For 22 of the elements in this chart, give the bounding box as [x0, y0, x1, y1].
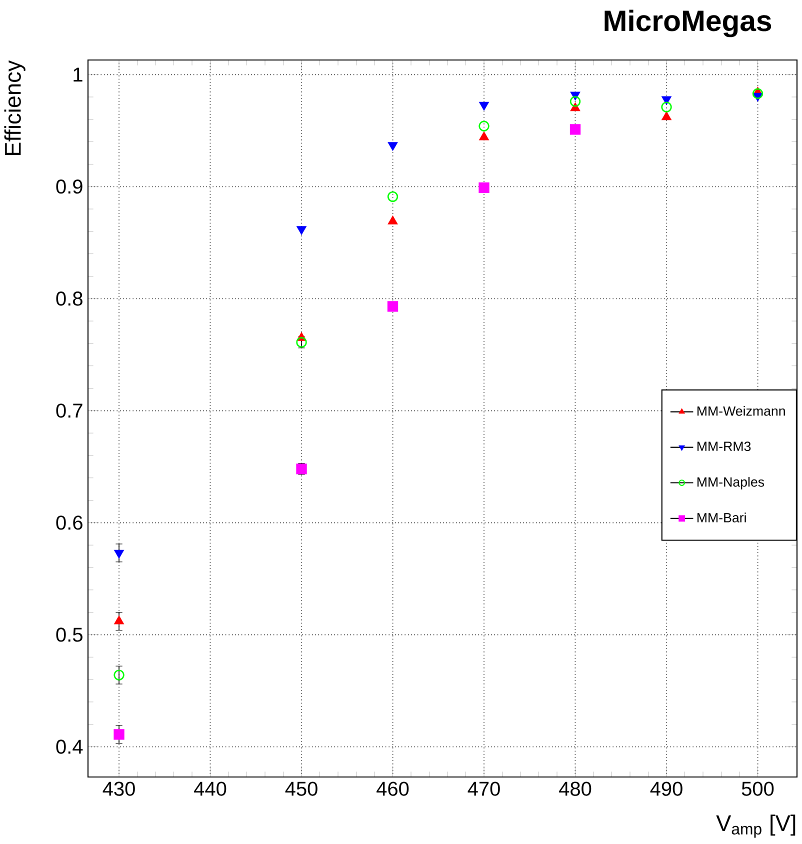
y-tick-label: 0.4 — [56, 740, 83, 754]
x-tick-label: 480 — [559, 782, 592, 796]
y-tick-label: 0.8 — [56, 292, 82, 306]
y-tick-label: 0.6 — [56, 516, 82, 530]
x-tick-label: 440 — [194, 782, 226, 796]
x-tick-label: 500 — [742, 782, 774, 796]
x-axis-title: V$_{amp}$ [V] — [716, 814, 796, 838]
x-tick-label: 490 — [650, 782, 682, 796]
x-tick-label: 470 — [468, 782, 500, 796]
y-tick-label: 0.7 — [56, 404, 82, 418]
x-tick-label: 450 — [285, 782, 318, 796]
y-tick-label: 1 — [74, 68, 82, 82]
y-tick-label: 0.9 — [56, 180, 82, 194]
legend-label: MM-Bari — [697, 512, 746, 522]
legend-label: MM-Weizmann — [697, 406, 785, 416]
chart-title: MicroMegas — [604, 10, 772, 38]
y-axis-title: Efficiency — [4, 60, 26, 155]
x-tick-label: 460 — [376, 782, 409, 796]
y-tick-label: 0.5 — [56, 628, 82, 642]
legend-label: MM-Naples — [697, 476, 764, 490]
legend-label: MM-RM3 — [697, 442, 751, 452]
x-tick-label: 430 — [102, 782, 135, 796]
